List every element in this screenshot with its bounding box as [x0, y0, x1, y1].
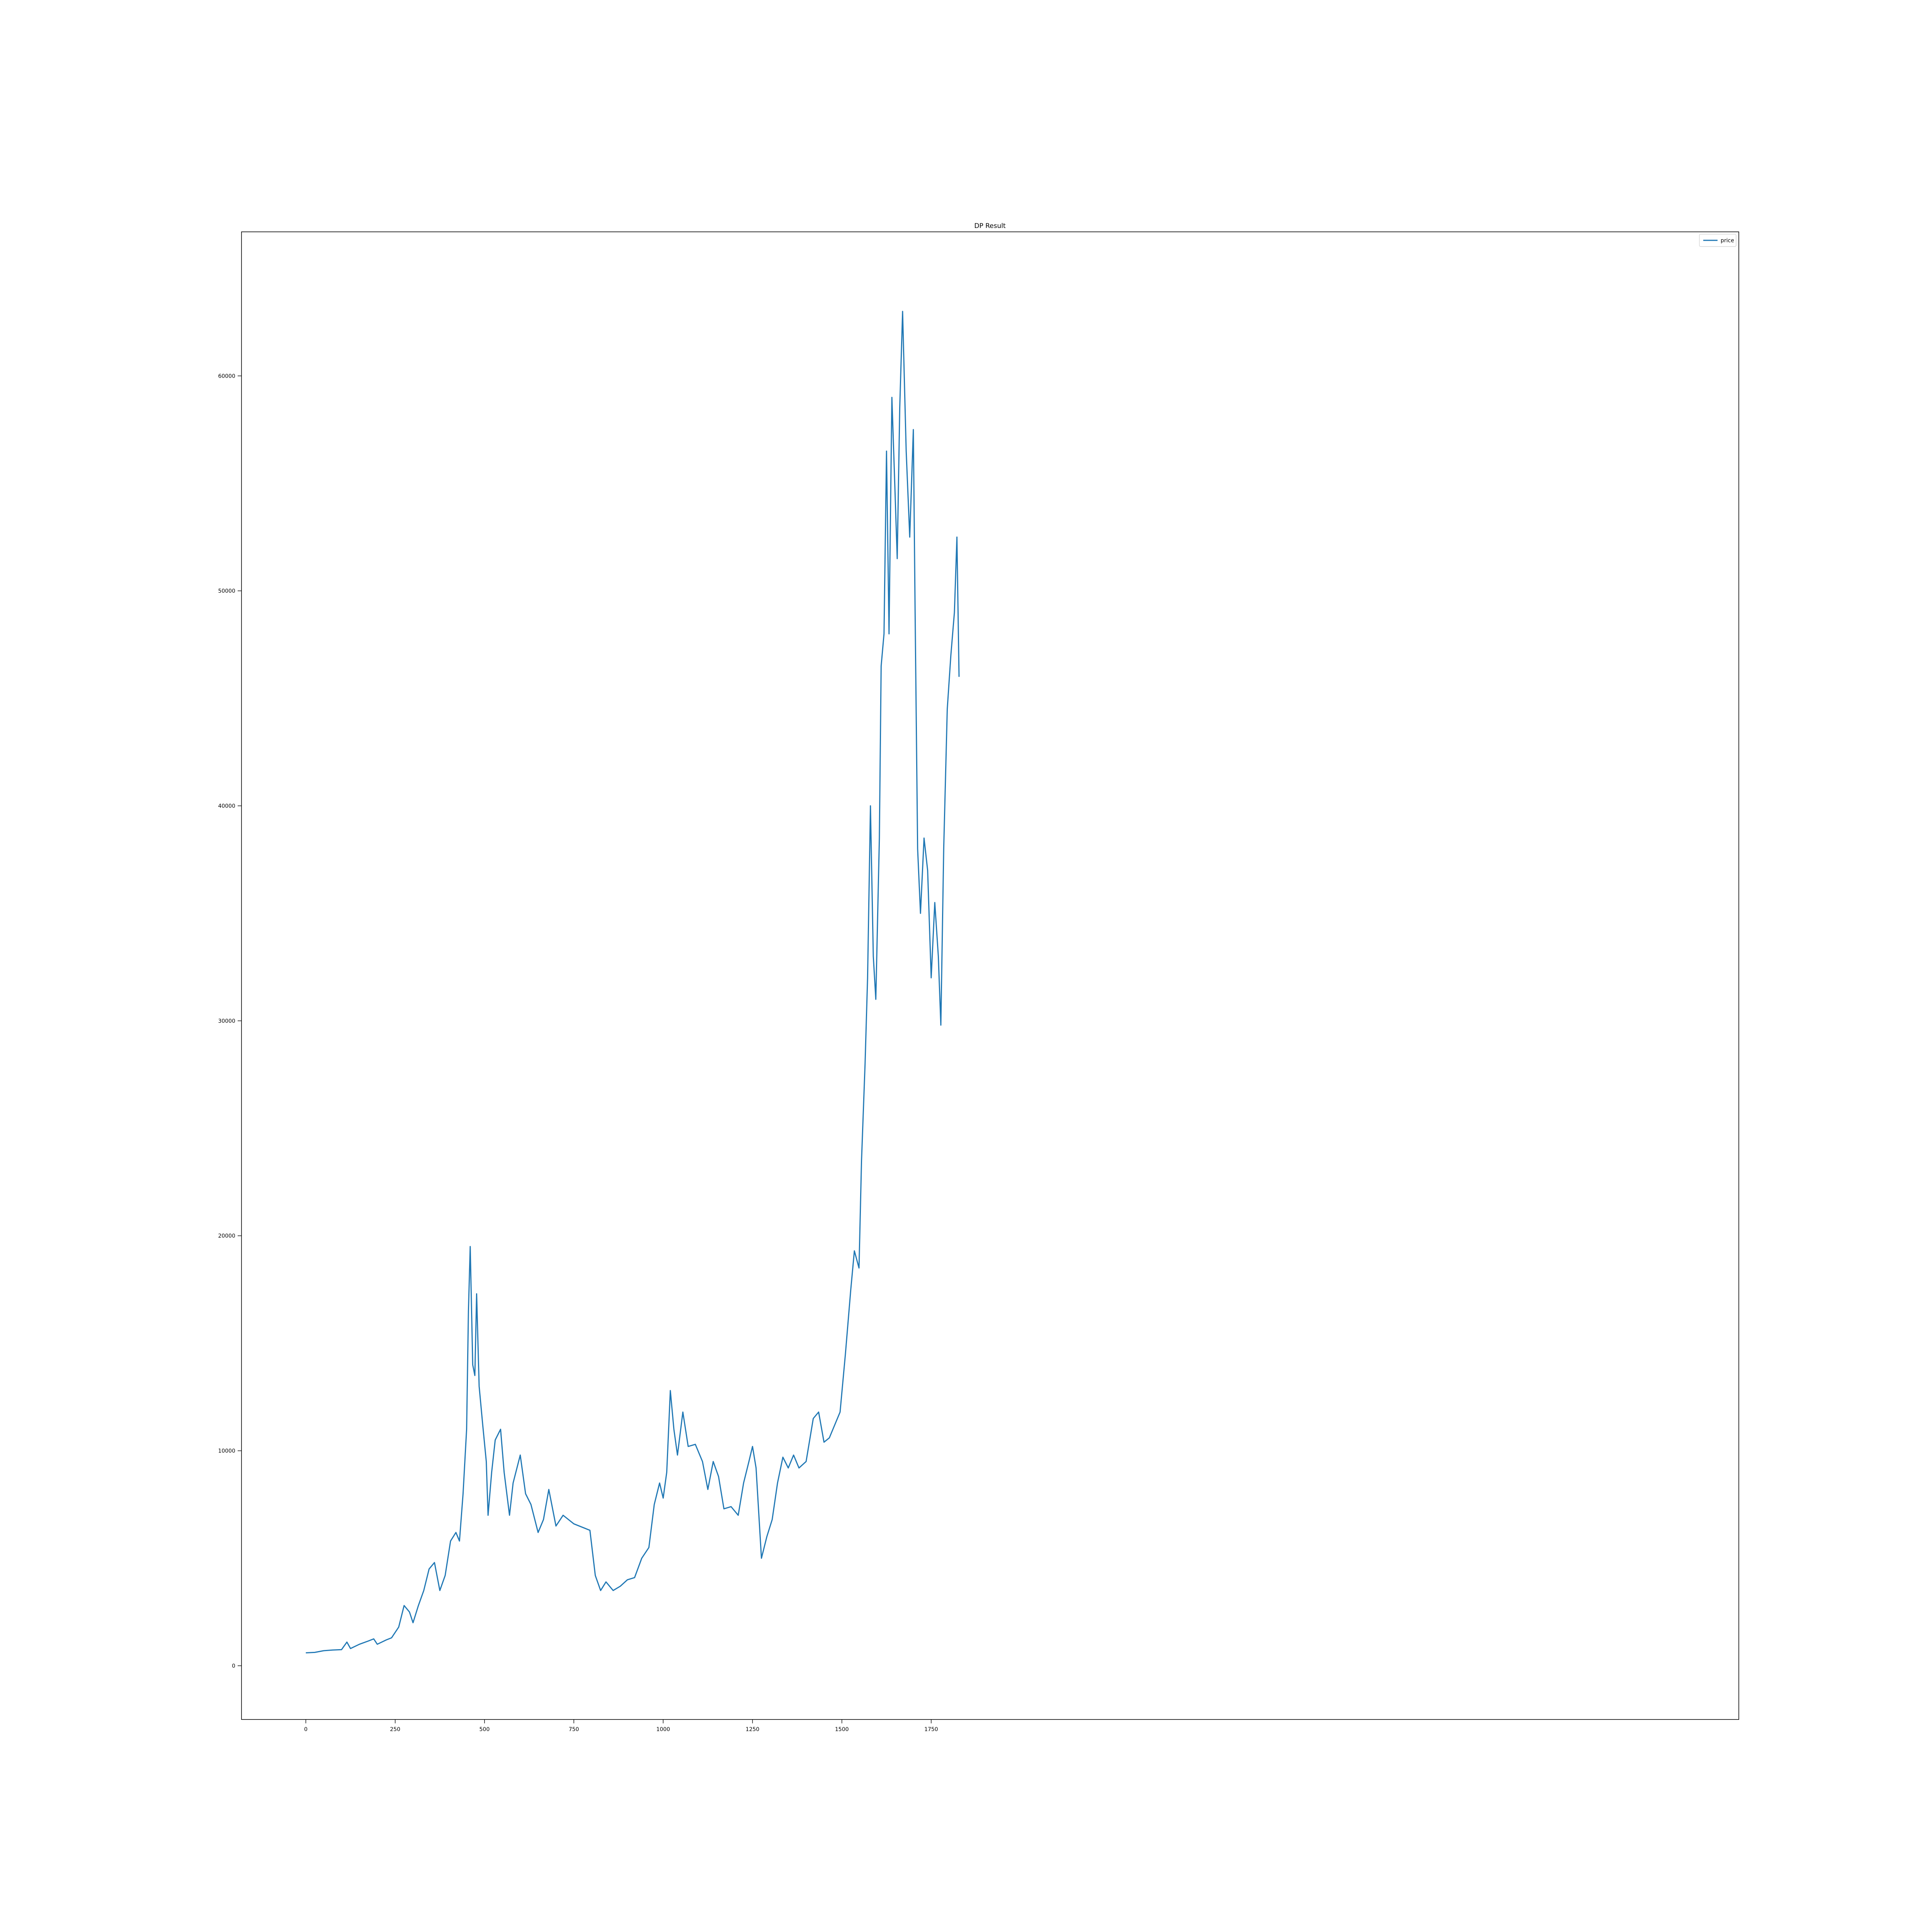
price-series-line	[306, 311, 960, 1653]
y-tick-label: 60000	[218, 373, 235, 379]
x-tick-label: 1000	[656, 1726, 670, 1733]
axes-frame	[241, 231, 1739, 1720]
y-tick-label: 30000	[218, 1018, 235, 1024]
plot-area: 0 250 500 750 1000 1250 1500 1750 0 10000 20000 30…	[218, 231, 1739, 1733]
legend: price	[1699, 234, 1736, 247]
x-tick-label: 1500	[835, 1726, 849, 1733]
y-tick-label: 40000	[218, 803, 235, 809]
x-tick-label: 500	[480, 1726, 490, 1733]
y-tick-label: 0	[232, 1663, 235, 1669]
x-tick-label: 1250	[746, 1726, 760, 1733]
x-tick-label: 0	[304, 1726, 308, 1733]
x-tick-label: 1750	[924, 1726, 938, 1733]
chart-title: DP Result	[974, 222, 1006, 230]
y-axis-ticks: 0 10000 20000 30000 40000 50000 60000	[218, 373, 242, 1669]
x-tick-label: 750	[569, 1726, 579, 1733]
x-tick-label: 250	[390, 1726, 400, 1733]
x-axis-ticks: 0 250 500 750 1000 1250 1500 1750	[304, 1719, 938, 1733]
y-tick-label: 50000	[218, 588, 235, 594]
legend-box	[1699, 234, 1736, 247]
legend-label-price: price	[1721, 238, 1734, 244]
y-tick-label: 10000	[218, 1448, 235, 1454]
y-tick-label: 20000	[218, 1233, 235, 1239]
